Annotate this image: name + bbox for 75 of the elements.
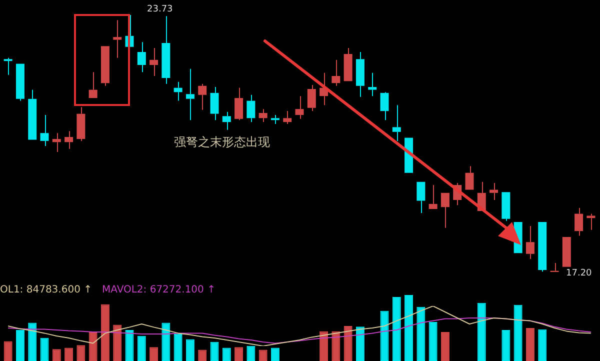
- candlestick: [380, 92, 389, 121]
- bar: [76, 345, 86, 361]
- candlestick: [162, 16, 170, 84]
- candlestick: [16, 64, 24, 102]
- annotation: 强弩之末形态出现: [174, 135, 270, 150]
- candlestick: [258, 108, 268, 123]
- bar: [477, 302, 486, 361]
- candlestick: [295, 96, 304, 120]
- candlestick: [198, 83, 207, 110]
- bar: [380, 310, 389, 361]
- candlestick: [368, 72, 377, 97]
- candlestick: [428, 184, 438, 210]
- bar: [538, 329, 547, 361]
- annotation: MAVOL2: 67272.100 ↑: [102, 284, 216, 296]
- bar: [416, 306, 426, 361]
- bar: [125, 330, 134, 361]
- candlestick: [283, 110, 292, 125]
- candlestick: [210, 86, 219, 121]
- bar: [344, 326, 352, 361]
- candlestick: [307, 84, 316, 112]
- candlestick: [222, 111, 231, 130]
- candlestick: [332, 59, 340, 86]
- candlestick: [52, 132, 61, 152]
- candlestick: [574, 207, 584, 236]
- candlestick: [270, 114, 280, 125]
- candlestick: [586, 213, 596, 230]
- candlestick: [344, 48, 352, 82]
- candlestick: [76, 106, 86, 142]
- candlestick: [100, 46, 110, 86]
- bar: [332, 331, 340, 361]
- bar: [113, 324, 122, 361]
- candlestick: [150, 48, 158, 77]
- bar: [28, 322, 37, 361]
- candlestick: [416, 182, 426, 214]
- candlestick: [538, 222, 547, 272]
- candlestick: [113, 20, 122, 58]
- candlestick: [440, 192, 450, 228]
- bar: [210, 342, 219, 361]
- bar: [88, 332, 98, 361]
- text: 23.73: [147, 4, 173, 14]
- candlestick: [356, 51, 364, 98]
- bar: [356, 326, 364, 361]
- candlestick: [174, 81, 182, 102]
- candlestick: [465, 166, 474, 190]
- candlestick: [234, 87, 244, 121]
- candlestick: [246, 94, 256, 123]
- bar: [137, 336, 146, 361]
- bar: [514, 304, 522, 361]
- candlestick: [137, 42, 146, 73]
- candlestick: [88, 72, 98, 98]
- bar: [526, 328, 534, 361]
- bar: [246, 346, 256, 361]
- candlestick: [4, 57, 12, 76]
- bar: [174, 334, 182, 361]
- candlestick: [28, 89, 37, 140]
- bar: [320, 331, 328, 361]
- bar: [502, 330, 510, 361]
- bar: [40, 338, 49, 361]
- candlestick: [502, 192, 510, 222]
- annotation: 17.20: [566, 268, 592, 278]
- annotation: OL1: 84783.600 ↑: [0, 284, 92, 296]
- bar: [186, 339, 194, 361]
- candlestick: [490, 182, 498, 200]
- candlestick: [392, 104, 401, 142]
- bar: [440, 332, 450, 361]
- candlestick: [40, 114, 49, 147]
- bar: [100, 304, 110, 361]
- candlestick: [526, 225, 534, 260]
- bar: [404, 295, 414, 361]
- bar: [392, 296, 401, 361]
- bar: [428, 322, 438, 361]
- candlestick: [64, 130, 74, 150]
- candlestick: [186, 68, 194, 121]
- bar: [16, 330, 24, 361]
- bar: [162, 322, 170, 361]
